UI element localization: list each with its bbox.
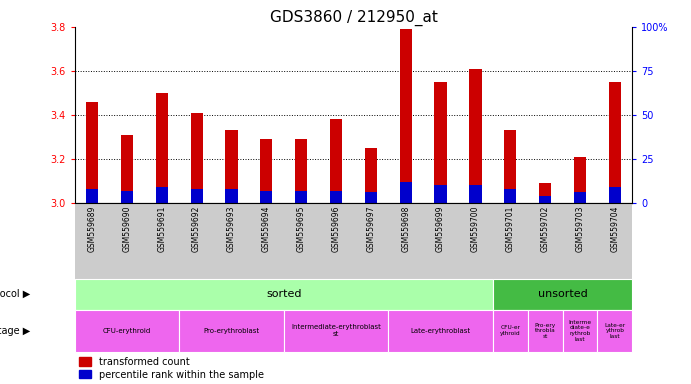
Bar — [295, 139, 307, 203]
Bar — [504, 189, 516, 203]
Text: Late-erythroblast: Late-erythroblast — [410, 328, 471, 334]
Bar — [225, 130, 238, 203]
Bar — [191, 113, 202, 203]
Text: unsorted: unsorted — [538, 290, 587, 300]
Text: GSM559694: GSM559694 — [262, 205, 271, 252]
Bar — [330, 119, 342, 203]
Bar — [191, 189, 202, 203]
Bar — [528, 310, 562, 352]
Text: GSM559704: GSM559704 — [610, 205, 619, 252]
Legend: transformed count, percentile rank within the sample: transformed count, percentile rank withi… — [79, 357, 264, 380]
Bar — [435, 185, 446, 203]
Bar — [330, 190, 342, 203]
Bar — [493, 279, 632, 310]
Bar — [155, 93, 168, 203]
Title: GDS3860 / 212950_at: GDS3860 / 212950_at — [269, 9, 437, 25]
Text: GSM559697: GSM559697 — [366, 205, 375, 252]
Bar — [365, 148, 377, 203]
Bar — [469, 69, 482, 203]
Text: Pro-ery
throbla
st: Pro-ery throbla st — [535, 323, 556, 339]
Bar — [609, 187, 621, 203]
Text: sorted: sorted — [266, 290, 301, 300]
Bar — [399, 29, 412, 203]
Text: GSM559695: GSM559695 — [296, 205, 305, 252]
Text: Pro-erythroblast: Pro-erythroblast — [203, 328, 260, 334]
Text: GSM559693: GSM559693 — [227, 205, 236, 252]
Bar — [504, 130, 516, 203]
Text: CFU-er
ythroid: CFU-er ythroid — [500, 326, 520, 336]
Bar — [365, 192, 377, 203]
Bar — [225, 189, 238, 203]
Text: GSM559703: GSM559703 — [576, 205, 585, 252]
Text: GSM559702: GSM559702 — [540, 205, 549, 252]
Text: GSM559692: GSM559692 — [192, 205, 201, 252]
Bar — [435, 82, 446, 203]
Bar — [388, 310, 493, 352]
Bar — [609, 82, 621, 203]
Bar — [179, 310, 284, 352]
Bar — [261, 139, 272, 203]
Bar — [574, 192, 586, 203]
Bar — [493, 310, 528, 352]
Text: Intermediate-erythroblast
st: Intermediate-erythroblast st — [291, 324, 381, 338]
Bar — [284, 310, 388, 352]
Bar — [539, 183, 551, 203]
Bar — [295, 190, 307, 203]
Text: GSM559690: GSM559690 — [122, 205, 131, 252]
Text: GSM559701: GSM559701 — [506, 205, 515, 252]
Bar — [539, 196, 551, 203]
Text: development stage ▶: development stage ▶ — [0, 326, 30, 336]
Bar — [562, 310, 598, 352]
Text: Late-er
ythrob
last: Late-er ythrob last — [604, 323, 625, 339]
Bar — [75, 279, 493, 310]
Text: protocol ▶: protocol ▶ — [0, 290, 30, 300]
Text: GSM559691: GSM559691 — [158, 205, 167, 252]
Bar — [155, 187, 168, 203]
Bar — [399, 182, 412, 203]
Bar — [121, 135, 133, 203]
Text: GSM559698: GSM559698 — [401, 205, 410, 252]
Text: GSM559699: GSM559699 — [436, 205, 445, 252]
Text: GSM559689: GSM559689 — [88, 205, 97, 252]
Text: GSM559696: GSM559696 — [332, 205, 341, 252]
Text: CFU-erythroid: CFU-erythroid — [103, 328, 151, 334]
Bar — [121, 190, 133, 203]
Bar — [574, 157, 586, 203]
Bar — [469, 185, 482, 203]
Bar — [75, 310, 179, 352]
Bar — [86, 102, 98, 203]
Bar — [598, 310, 632, 352]
Bar — [261, 190, 272, 203]
Text: GSM559700: GSM559700 — [471, 205, 480, 252]
Text: Interme
diate-e
rythrob
last: Interme diate-e rythrob last — [569, 319, 591, 342]
Bar — [86, 189, 98, 203]
